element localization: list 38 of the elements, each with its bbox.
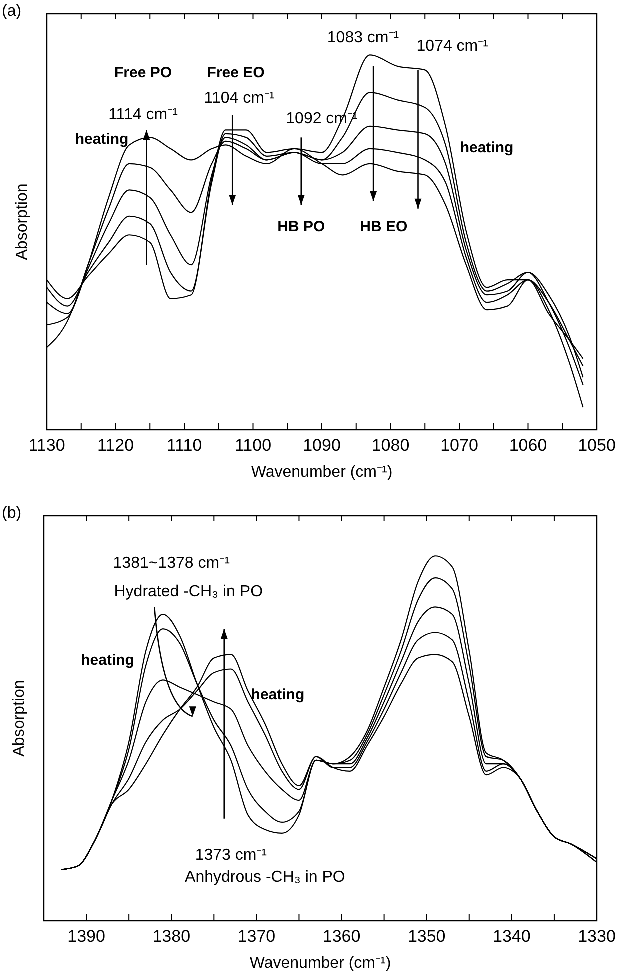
text: (b) [2,505,22,522]
x-tick-label: 1080 [372,436,410,456]
annotation: Free PO [114,64,172,82]
annotation: 1381~1378 cm⁻¹ [113,555,230,572]
y-axis-title: Absorption [11,680,28,757]
x-tick-label: 1070 [440,436,478,456]
x-tick-label: 1120 [97,436,134,456]
annotation: heating [81,652,134,670]
text: 1083 cm⁻¹ [327,29,400,46]
annotation: 1104 cm⁻¹ [204,90,275,107]
x-axis-title: Wavenumber (cm⁻¹) [250,955,392,971]
text: (a) [2,3,22,20]
x-tick-label: 1330 [578,927,616,946]
annotation: HB PO [278,218,326,236]
text: 1074 cm⁻¹ [416,38,488,55]
annotation: HB EO [360,218,408,236]
x-axis-title: Wavenumber (cm⁻¹) [251,464,393,481]
x-tick-label: 1380 [152,927,191,946]
annotation: 1114 cm⁻¹ [108,106,178,124]
x-tick-label: 1050 [578,436,616,456]
annotation: Hydrated -CH₃ in PO [114,584,264,601]
annotation: heating [75,131,129,148]
annotation: 1373 cm⁻¹ [195,846,268,864]
y-axis-title: Absorption [14,184,31,260]
x-tick-label: 1390 [68,927,106,946]
annotation: heating [460,139,514,156]
x-tick-label: 1340 [493,927,531,946]
x-tick-label: 1090 [303,436,341,456]
x-tick-label: 1360 [322,927,361,946]
x-tick-label: 1370 [238,927,276,946]
annotation: Anhydrous -CH₃ in PO [185,869,346,886]
annotation: heating [251,686,305,704]
x-tick-label: 1060 [509,436,548,456]
annotation: Free EO [207,64,266,82]
x-tick-label: 1350 [408,927,446,946]
x-tick-label: 1110 [166,436,202,456]
x-tick-label: 1130 [28,436,66,456]
x-tick-label: 1100 [234,436,272,456]
